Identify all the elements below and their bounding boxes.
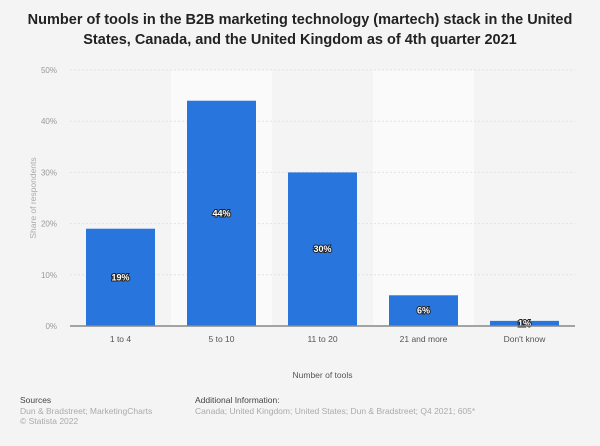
x-axis-title: Number of tools [293,370,353,380]
sources-text: Dun & Bradstreet; MarketingCharts [20,405,153,416]
additional-info-block: Additional Information: Canada; United K… [195,395,475,416]
data-label: 19% [111,272,129,282]
bar [389,295,458,326]
bar [187,100,256,326]
data-label: 6% [417,306,430,316]
y-tick-label: 10% [41,271,57,280]
bar [86,228,155,326]
y-tick-label: 20% [41,220,57,229]
y-axis-title: Share of respondents [28,157,38,238]
bar [490,320,559,326]
copyright: © Statista 2022 [20,416,79,426]
x-tick-label: Don't know [504,334,547,344]
y-tick-label: 50% [41,66,57,75]
x-tick-label: 11 to 20 [307,334,337,344]
data-label: 44% [212,208,230,218]
chart-title: Number of tools in the B2B marketing tec… [27,12,573,48]
sources-label: Sources [20,395,52,405]
y-tick-label: 40% [41,117,57,126]
data-label: 1% [518,318,531,328]
x-tick-label: 21 and more [400,334,448,344]
y-tick-label: 30% [41,168,57,177]
additional-info-label: Additional Information: [195,395,280,405]
column-band [373,70,474,326]
x-tick-label: 5 to 10 [209,334,235,344]
sources-block: Sources Dun & Bradstreet; MarketingChart… [20,395,152,427]
bar [288,172,357,326]
y-tick-label: 0% [45,322,57,331]
x-tick-label: 1 to 4 [110,334,132,344]
data-label: 30% [313,244,331,254]
additional-info-text: Canada; United Kingdom; United States; D… [195,405,476,416]
